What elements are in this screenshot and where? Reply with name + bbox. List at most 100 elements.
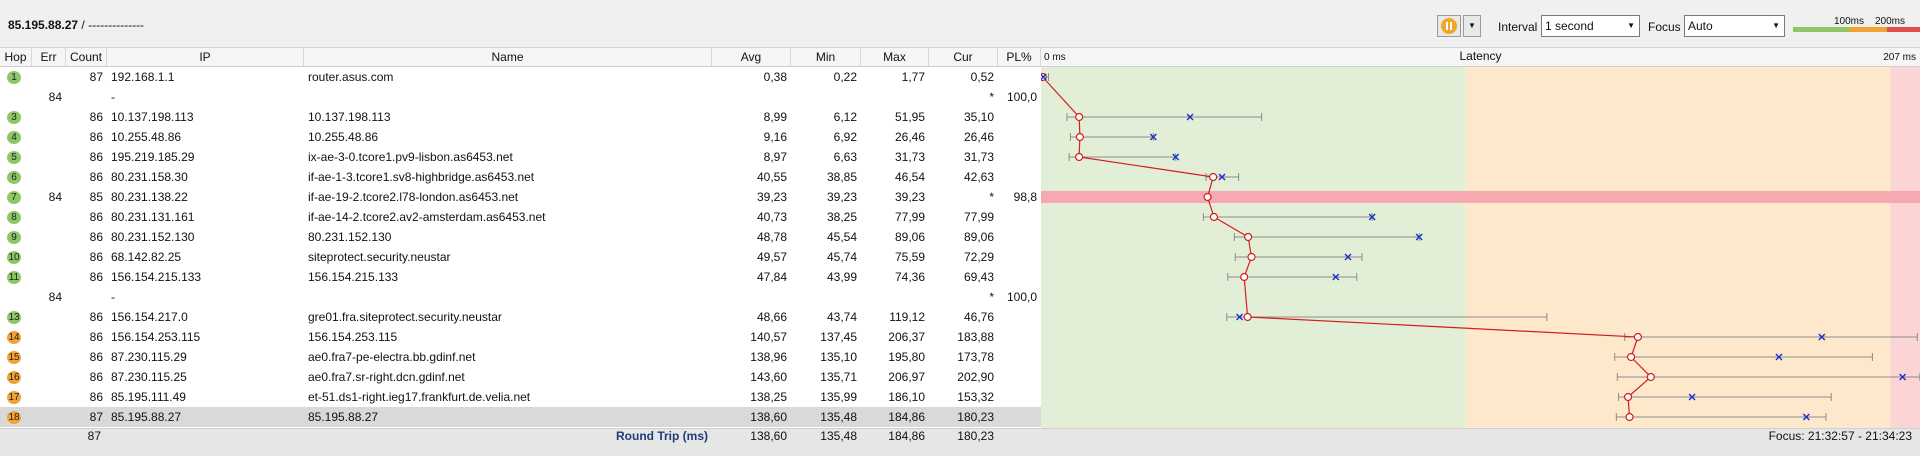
table-row[interactable]: 6 86 80.231.158.30 if-ae-1-3.tcore1.sv8-hig… bbox=[0, 167, 1041, 187]
cell-cur: * bbox=[989, 90, 994, 104]
cell-ip: 68.142.82.25 bbox=[111, 250, 182, 264]
footer-cur: 180,23 bbox=[957, 429, 994, 443]
col-max[interactable]: Max bbox=[861, 48, 929, 66]
scale-label-100: 100ms bbox=[1834, 16, 1865, 27]
chevron-down-icon: ▼ bbox=[1772, 21, 1780, 30]
cell-pl bbox=[998, 207, 1041, 227]
zone-red bbox=[1890, 67, 1920, 428]
cell-cur: 173,78 bbox=[957, 350, 994, 364]
table-row[interactable]: 84 - * 100,0 bbox=[0, 87, 1041, 107]
cell-pl: 98,8 bbox=[1013, 190, 1037, 204]
table-row[interactable]: 1 87 192.168.1.1 router.asus.com 0,38 0,22 1,7… bbox=[0, 67, 1041, 87]
footer-max: 184,86 bbox=[888, 429, 925, 443]
cell-ip: 156.154.217.0 bbox=[111, 310, 188, 324]
cell-name: et-51.ds1-right.ieg17.frankfurt.de.velia… bbox=[308, 390, 531, 404]
cell-min: 45,54 bbox=[826, 230, 857, 244]
cell-ip: 85.195.111.49 bbox=[111, 390, 186, 404]
table-row[interactable]: 15 86 87.230.115.29 ae0.fra7-pe-electra.bb.… bbox=[0, 347, 1041, 367]
cell-count: 86 bbox=[89, 130, 103, 144]
cell-max: 46,54 bbox=[894, 170, 925, 184]
cell-err bbox=[32, 67, 66, 87]
cell-cur: 46,76 bbox=[963, 310, 994, 324]
hop-badge: 5 bbox=[7, 151, 21, 164]
hop-badge: 6 bbox=[7, 171, 21, 184]
hop-badge: 4 bbox=[7, 131, 21, 144]
cell-err: 84 bbox=[48, 190, 62, 204]
cell-avg: 140,57 bbox=[750, 330, 787, 344]
cell-max: 206,97 bbox=[888, 370, 925, 384]
cell-count: 86 bbox=[89, 210, 103, 224]
cell-avg: 48,66 bbox=[756, 310, 787, 324]
cell-avg: 138,96 bbox=[750, 350, 787, 364]
col-cur[interactable]: Cur bbox=[929, 48, 998, 66]
cell-cur: 31,73 bbox=[963, 150, 994, 164]
cell-count: 86 bbox=[89, 150, 103, 164]
cell-name: 156.154.253.115 bbox=[308, 330, 398, 344]
table-row[interactable]: 8 86 80.231.131.161 if-ae-14-2.tcore2.av2-a… bbox=[0, 207, 1041, 227]
chevron-down-icon: ▼ bbox=[1468, 21, 1476, 30]
avg-marker bbox=[1075, 112, 1084, 122]
interval-select[interactable]: 1 second ▼ bbox=[1541, 15, 1640, 37]
col-count[interactable]: Count bbox=[66, 48, 107, 66]
avg-marker bbox=[1623, 392, 1633, 402]
latency-max-label: 207 ms bbox=[1883, 52, 1916, 63]
avg-marker bbox=[1240, 272, 1249, 282]
col-err[interactable]: Err bbox=[32, 48, 66, 66]
hop-badge: 13 bbox=[7, 311, 21, 324]
cell-avg: 8,99 bbox=[763, 110, 787, 124]
cell-pl: 100,0 bbox=[1006, 290, 1037, 304]
current-marker bbox=[1218, 173, 1226, 181]
cell-ip: 192.168.1.1 bbox=[111, 70, 175, 84]
table-row[interactable]: 11 86 156.154.215.133 156.154.215.133 47,84 4… bbox=[0, 267, 1041, 287]
cell-cur: 153,32 bbox=[957, 390, 994, 404]
cell-name: if-ae-14-2.tcore2.av2-amsterdam.as6453.n… bbox=[308, 210, 546, 224]
col-ip[interactable]: IP bbox=[107, 48, 304, 66]
cell-min bbox=[791, 287, 861, 307]
table-row[interactable]: 84 - * 100,0 bbox=[0, 287, 1041, 307]
hop-badge: 17 bbox=[7, 391, 21, 404]
table-row[interactable]: 14 86 156.154.253.115 156.154.253.115 140,57… bbox=[0, 327, 1041, 347]
cell-pl bbox=[998, 167, 1041, 187]
cell-cur: 183,88 bbox=[957, 330, 994, 344]
cell-pl bbox=[998, 227, 1041, 247]
cell-avg: 0,38 bbox=[763, 70, 787, 84]
cell-pl bbox=[998, 347, 1041, 367]
table-row[interactable]: 3 86 10.137.198.113 10.137.198.113 8,99 6,12 5… bbox=[0, 107, 1041, 127]
chevron-down-icon: ▼ bbox=[1627, 21, 1635, 30]
col-avg[interactable]: Avg bbox=[712, 48, 791, 66]
cell-cur: 89,06 bbox=[963, 230, 994, 244]
table-row[interactable]: 5 86 195.219.185.29 ix-ae-3-0.tcore1.pv9-li… bbox=[0, 147, 1041, 167]
table-row[interactable]: 13 86 156.154.217.0 gre01.fra.siteprotect.s… bbox=[0, 307, 1041, 327]
scale-orange bbox=[1849, 27, 1887, 32]
table-header: Hop Err Count IP Name Avg Min Max Cur PL… bbox=[0, 48, 1041, 67]
zone-green bbox=[1041, 67, 1466, 428]
scale-label-200: 200ms bbox=[1875, 16, 1906, 27]
table-row[interactable]: 10 86 68.142.82.25 siteprotect.security.neu… bbox=[0, 247, 1041, 267]
table-row[interactable]: 7 84 85 80.231.138.22 if-ae-19-2.tcore2.l78-… bbox=[0, 187, 1041, 207]
table-row[interactable]: 4 86 10.255.48.86 10.255.48.86 9,16 6,92 26,46… bbox=[0, 127, 1041, 147]
cell-count: 86 bbox=[89, 110, 103, 124]
cell-cur: 0,52 bbox=[970, 70, 994, 84]
table-row[interactable]: 17 86 85.195.111.49 et-51.ds1-right.ieg17.f… bbox=[0, 387, 1041, 407]
hop-badge: 11 bbox=[7, 271, 21, 284]
cell-avg: 8,97 bbox=[763, 150, 787, 164]
cell-max: 74,36 bbox=[894, 270, 925, 284]
cell-min bbox=[791, 87, 861, 107]
cell-name: gre01.fra.siteprotect.security.neustar bbox=[308, 310, 502, 324]
cell-max: 1,77 bbox=[901, 70, 925, 84]
options-dropdown-button[interactable]: ▼ bbox=[1463, 15, 1481, 37]
cell-min: 137,45 bbox=[820, 330, 857, 344]
col-name[interactable]: Name bbox=[304, 48, 712, 66]
table-row[interactable]: 9 86 80.231.152.130 80.231.152.130 48,78 45,5… bbox=[0, 227, 1041, 247]
packet-loss-band bbox=[1041, 191, 1920, 203]
col-min[interactable]: Min bbox=[791, 48, 861, 66]
table-row[interactable]: 16 86 87.230.115.25 ae0.fra7.sr-right.dcn.g… bbox=[0, 367, 1041, 387]
table-row[interactable]: 18 87 85.195.88.27 85.195.88.27 138,60 135,48… bbox=[0, 407, 1041, 427]
cell-avg bbox=[712, 87, 791, 107]
pause-button[interactable] bbox=[1437, 15, 1461, 37]
focus-select[interactable]: Auto ▼ bbox=[1684, 15, 1785, 37]
cell-min: 6,63 bbox=[833, 150, 857, 164]
col-hop[interactable]: Hop bbox=[0, 48, 32, 66]
col-pl[interactable]: PL% bbox=[998, 48, 1041, 66]
hop-badge: 9 bbox=[7, 231, 21, 244]
